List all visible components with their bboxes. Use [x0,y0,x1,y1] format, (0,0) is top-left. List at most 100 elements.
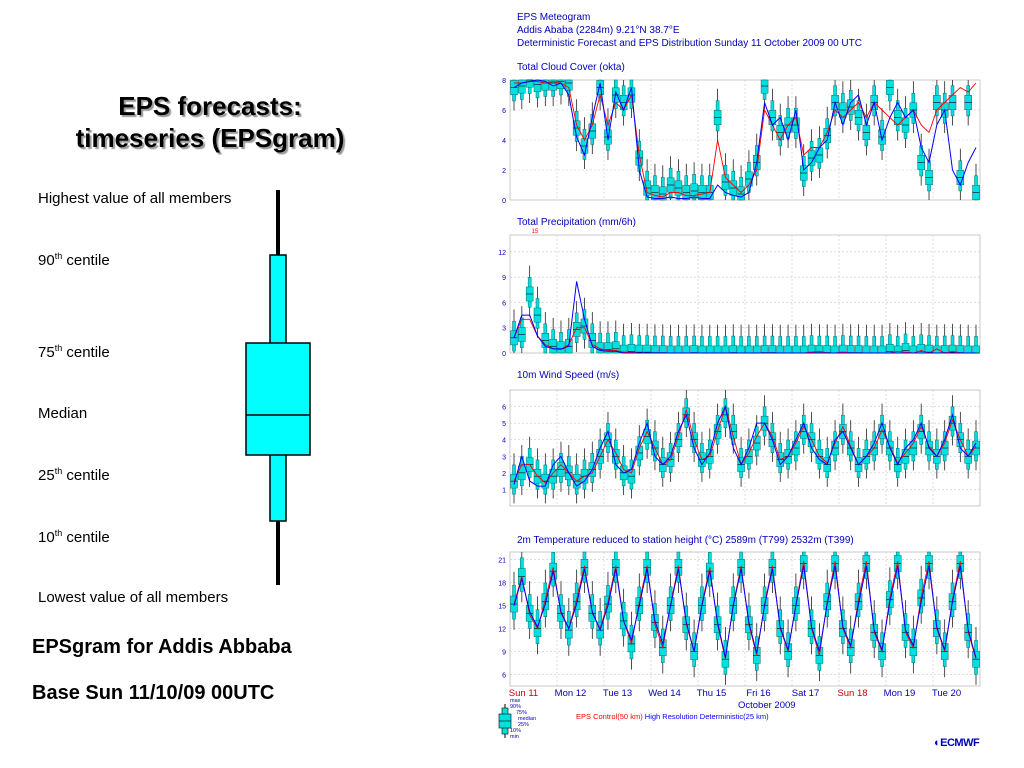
slide-title-line1: EPS forecasts: [118,91,302,121]
precip-panel-title: Total Precipitation (mm/6h) [517,217,636,228]
legend-highest: Highest value of all members [38,190,232,207]
precip-box-25-75 [854,345,863,354]
ecmwf-logo: ◐ECMWF [934,737,980,749]
day-label: Tue 20 [932,688,961,699]
day-label: Sun 11 [509,688,538,699]
key-p75: 75% [516,710,528,716]
precip-box-25-75 [682,345,691,354]
inner-box-25-75 [245,342,311,456]
temp-ytick-label: 21 [498,558,506,565]
precip-box-25-75 [745,345,753,354]
temp-ytick-label: 12 [498,627,506,634]
legend-control: EPS Control(50 km) [576,712,643,721]
precip-box-25-75 [666,345,675,354]
cloud-ytick-label: 0 [502,198,506,205]
precip-box-25-75 [870,345,878,354]
precip-box-25-75 [768,345,777,354]
legend-p10: 10th centile [38,528,110,546]
key-max: max [510,698,521,704]
temp-frame [509,551,981,687]
cloud-ytick-label: 4 [502,138,506,145]
caption-base-time: Base Sun 11/10/09 00UTC [32,682,275,704]
precip-box-25-75 [964,345,972,354]
header-line2: Addis Ababa (2284m) 9.21°N 38.7°E [517,25,680,36]
precip-box-25-75 [799,345,808,354]
key-median: median [518,716,537,722]
wind-ytick-label: 4 [502,438,506,445]
wind-ytick-label: 2 [502,471,506,478]
precip-box-25-75 [627,343,636,354]
precip-ytick-label: 6 [502,300,506,307]
precip-box-25-75 [831,345,839,354]
series-legend: EPS Control(50 km) High Resolution Deter… [576,712,769,721]
cloud-control-line [514,81,977,198]
day-label: Sun 18 [837,688,867,699]
precip-box-25-75 [721,345,730,354]
wind-ytick-label: 3 [502,454,506,461]
precip-box-25-75 [698,345,706,354]
precip-box-25-75 [604,342,612,354]
precip-box-25-75 [823,345,831,354]
precip-box-25-75 [651,345,659,354]
legend-lowest: Lowest value of all members [38,589,229,606]
precip-box-25-75 [886,343,894,354]
precip-box-25-75 [933,345,941,354]
precip-box-25-75 [737,345,745,354]
precip-box-25-75 [956,345,965,354]
temp-panel-title: 2m Temperature reduced to station height… [517,535,854,546]
cloud-ytick-label: 6 [502,108,506,115]
temp-ytick-label: 9 [502,650,506,657]
header-line3: Deterministic Forecast and EPS Distribut… [517,38,862,49]
cloud-box-25-75 [737,186,745,201]
cloud-box-25-75 [541,79,550,91]
precip-box-25-75 [776,345,784,354]
cloud-hires-line [513,79,977,199]
meteogram-header: EPS Meteogram Addis Ababa (2284m) 9.21°N… [517,11,862,50]
key-p90: 90% [510,704,522,710]
precip-ytick-label: 3 [502,326,506,333]
day-label: Wed 14 [648,688,681,699]
day-label: Thu 15 [697,688,727,699]
precip-box-25-75 [706,345,714,354]
legend-p75: 75th centile [38,343,110,361]
cloud-box-25-75 [760,79,769,94]
wind-ytick-label: 6 [502,405,506,412]
day-label: Mon 19 [884,688,916,699]
precip-box-25-75 [612,341,620,354]
precip-box-25-75 [596,342,604,354]
header-line1: EPS Meteogram [517,12,591,23]
precip-box-25-75 [784,345,792,354]
day-label: Sat 17 [792,688,819,699]
precip-box-25-75 [635,344,644,354]
day-label: Tue 13 [603,688,632,699]
precip-box-25-75 [846,345,855,354]
precip-box-25-75 [878,345,886,354]
precip-box-25-75 [674,345,683,354]
wind-panel-title: 10m Wind Speed (m/s) [517,370,620,381]
key-min: min [510,734,519,740]
wind-ytick-label: 1 [502,487,506,494]
slide-title: EPS forecasts: timeseries (EPSgram) [30,90,390,154]
precip-box-25-75 [752,345,761,354]
precip-box-25-75 [729,345,738,354]
precip-box-25-75 [792,345,800,354]
legend-p90: 90th centile [38,251,110,269]
key-p25: 25% [518,722,530,728]
cloud-ytick-label: 2 [502,168,506,175]
precip-box-25-75 [972,345,980,354]
precip-hires-line [513,281,976,354]
precip-box-25-75 [557,341,565,354]
precip-box-25-75 [713,345,722,354]
precip-box-25-75 [690,345,698,354]
legend-p25: 25th centile [38,466,110,484]
boxplot-key-diagram [245,190,311,585]
slide-title-line2: timeseries (EPSgram) [75,123,345,153]
cloud-panel-title: Total Cloud Cover (okta) [517,62,625,73]
wind-ytick-label: 5 [502,421,506,428]
precip-box-25-75 [862,345,871,354]
precip-ytick-label: 9 [502,275,506,282]
precip-box-25-75 [760,345,769,354]
mini-box-icon [498,704,512,738]
precip-ytick-label: 0 [502,351,506,358]
